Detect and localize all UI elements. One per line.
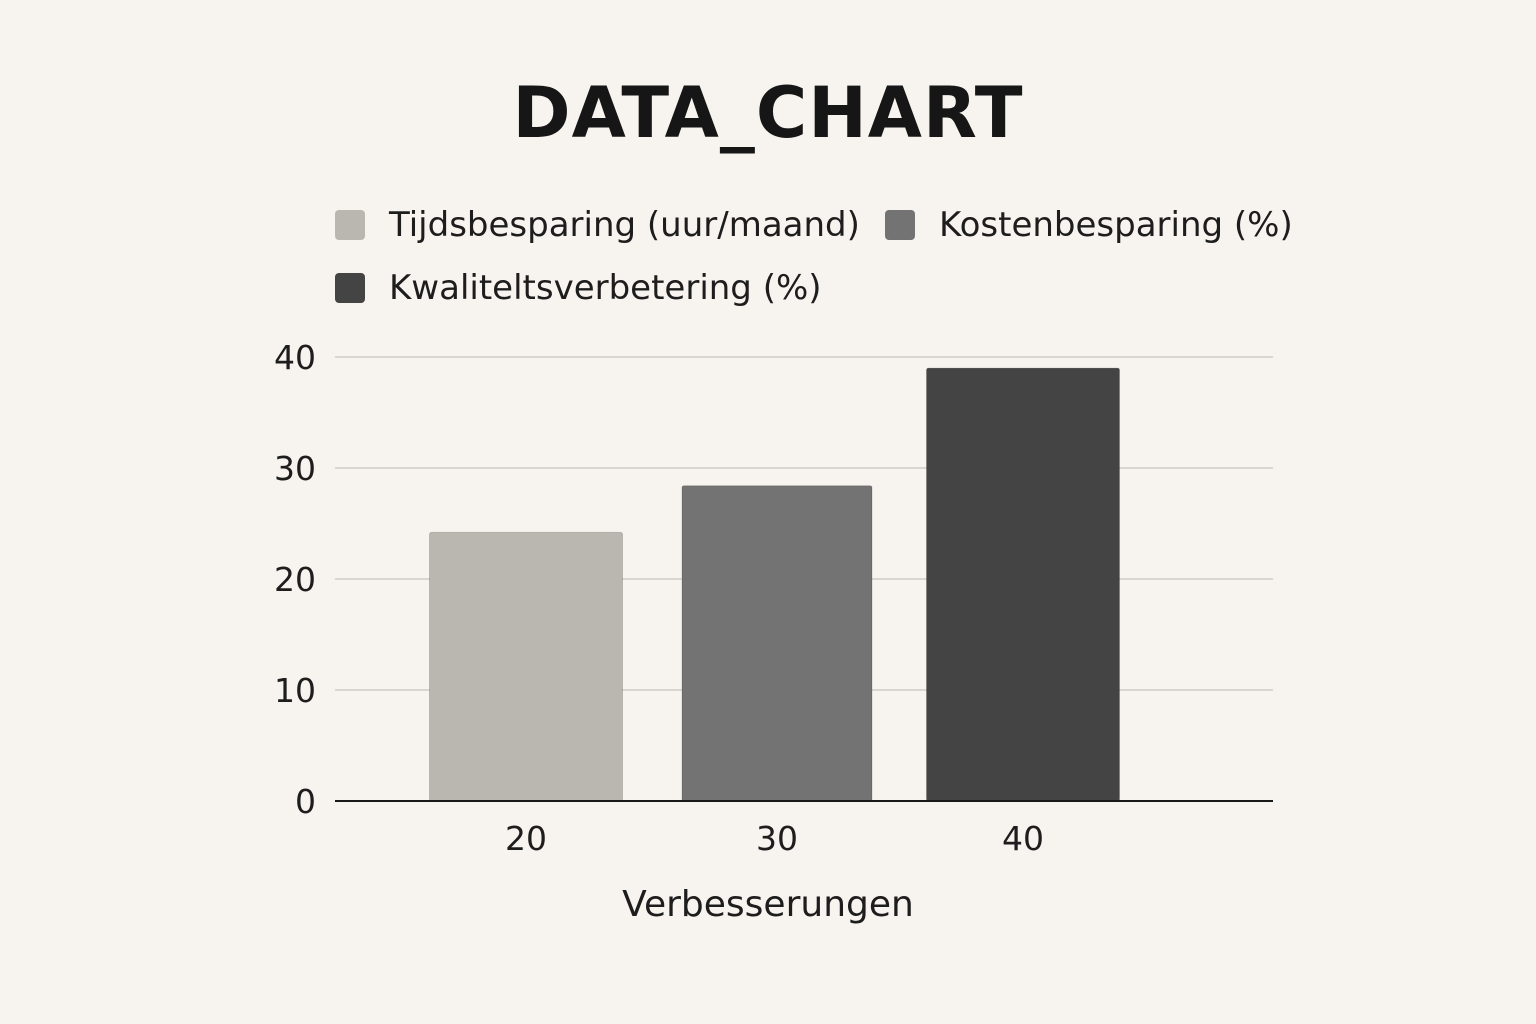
legend-label-kostenbesparing: Kostenbesparing (%) — [939, 205, 1293, 245]
x-tick-label: 20 — [505, 819, 547, 858]
legend-swatch-kostenbesparing — [885, 210, 915, 240]
x-tick-label: 30 — [756, 819, 798, 858]
y-tick-label: 0 — [295, 782, 316, 821]
bar-20 — [429, 531, 623, 802]
bar-40 — [926, 367, 1120, 802]
legend-item-kostenbesparing: Kostenbesparing (%) — [885, 205, 1293, 245]
chart-title: DATA_CHART — [512, 72, 1024, 154]
legend-item-tijdsbesparing: Tijdsbesparing (uur/maand) — [335, 205, 860, 245]
y-tick-label: 30 — [274, 449, 316, 488]
x-tick-label: 40 — [1002, 819, 1044, 858]
bar-30 — [681, 485, 873, 802]
legend-label-tijdsbesparing: Tijdsbesparing (uur/maand) — [389, 205, 860, 245]
y-tick-label: 40 — [274, 338, 316, 377]
y-tick-label: 10 — [274, 671, 316, 710]
legend-label-kwaliteitsverbetering: Kwaliteltsverbetering (%) — [389, 268, 822, 308]
legend-swatch-kwaliteitsverbetering — [335, 273, 365, 303]
x-axis-label: Verbesserungen — [622, 884, 914, 925]
legend-swatch-tijdsbesparing — [335, 210, 365, 240]
y-tick-label: 20 — [274, 560, 316, 599]
legend-item-kwaliteitsverbetering: Kwaliteltsverbetering (%) — [335, 268, 822, 308]
